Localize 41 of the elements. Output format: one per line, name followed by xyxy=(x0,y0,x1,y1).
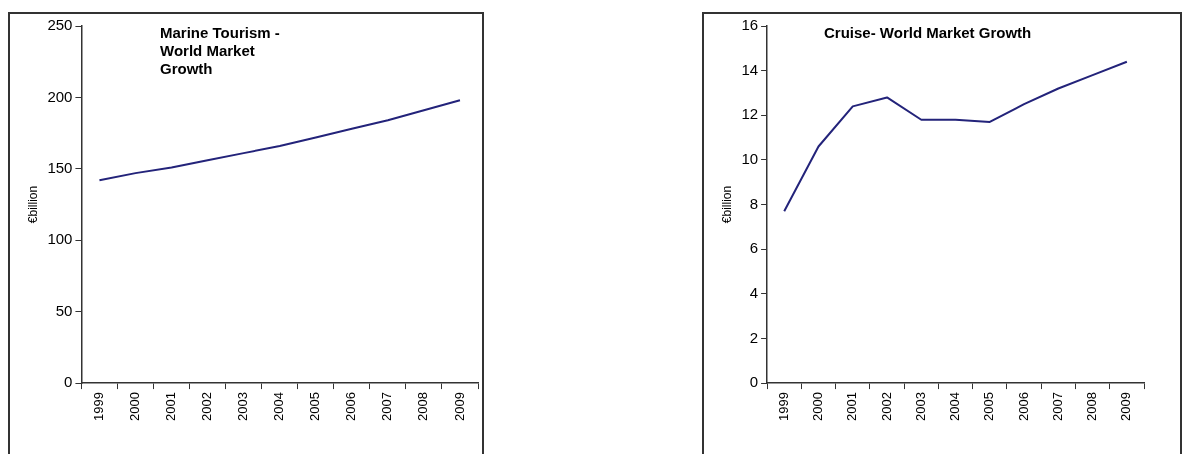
x-tick-label: 2004 xyxy=(271,392,287,421)
x-tick-label: 2002 xyxy=(199,392,215,421)
y-tick-label: 14 xyxy=(741,60,759,78)
x-tick-label: 2007 xyxy=(379,392,395,421)
x-tick-label: 2008 xyxy=(1084,392,1100,421)
y-tick-label: 6 xyxy=(749,239,759,257)
y-tick-label: 12 xyxy=(741,105,759,123)
y-tick-label: 200 xyxy=(47,87,73,105)
x-tick-label: 2009 xyxy=(1118,392,1134,421)
y-tick-label: 0 xyxy=(64,373,73,391)
x-tick-label: 2004 xyxy=(947,392,963,421)
x-tick-label: 2005 xyxy=(981,392,997,421)
x-tick-label: 2006 xyxy=(343,392,359,421)
x-tick-label: 2001 xyxy=(844,392,860,421)
y-axis-title: €billion xyxy=(719,185,734,224)
x-tick-label: 1999 xyxy=(91,392,107,421)
y-tick-label: 10 xyxy=(741,150,759,168)
x-tick-label: 2007 xyxy=(1049,392,1065,421)
x-tick-label: 2009 xyxy=(451,392,467,421)
x-tick-label: 2000 xyxy=(127,392,143,421)
x-tick-label: 2003 xyxy=(235,392,251,421)
x-tick-label: 2000 xyxy=(810,392,826,421)
y-tick-label: 100 xyxy=(47,230,73,248)
chart-title: Cruise- World Market Growth xyxy=(824,24,1033,42)
x-tick-label: 2005 xyxy=(307,392,323,421)
y-tick-label: 50 xyxy=(55,301,73,319)
y-tick-label: 150 xyxy=(47,158,73,176)
y-tick-label: 2 xyxy=(749,328,759,346)
x-tick-label: 2003 xyxy=(912,392,928,421)
y-tick-label: 16 xyxy=(741,16,759,34)
x-tick-label: 2008 xyxy=(415,392,431,421)
x-tick-label: 2006 xyxy=(1015,392,1031,421)
text: Marine Tourism -World Market Growth xyxy=(160,24,281,78)
y-tick-label: 0 xyxy=(749,373,759,391)
x-tick-label: 2002 xyxy=(878,392,894,421)
x-tick-label: 2001 xyxy=(163,392,179,421)
y-axis-title: €billion xyxy=(25,185,40,224)
y-tick-label: 4 xyxy=(749,283,759,301)
y-tick-label: 8 xyxy=(749,194,759,212)
y-tick-label: 250 xyxy=(47,16,73,34)
x-tick-label: 1999 xyxy=(775,392,791,421)
